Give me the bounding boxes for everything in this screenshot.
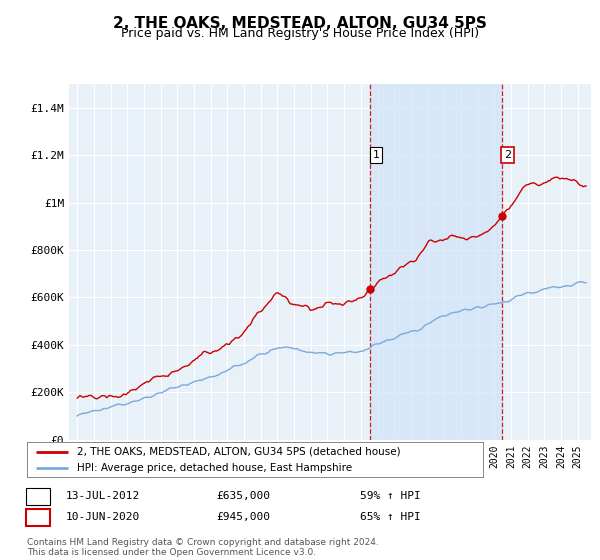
Text: 2, THE OAKS, MEDSTEAD, ALTON, GU34 5PS: 2, THE OAKS, MEDSTEAD, ALTON, GU34 5PS [113,16,487,31]
Text: 1: 1 [373,150,379,160]
Text: Price paid vs. HM Land Registry's House Price Index (HPI): Price paid vs. HM Land Registry's House … [121,27,479,40]
Text: 59% ↑ HPI: 59% ↑ HPI [360,491,421,501]
Text: Contains HM Land Registry data © Crown copyright and database right 2024.
This d: Contains HM Land Registry data © Crown c… [27,538,379,557]
Text: 2: 2 [504,150,511,160]
Text: 65% ↑ HPI: 65% ↑ HPI [360,512,421,522]
Text: £635,000: £635,000 [216,491,270,501]
Text: HPI: Average price, detached house, East Hampshire: HPI: Average price, detached house, East… [77,463,352,473]
Text: 2, THE OAKS, MEDSTEAD, ALTON, GU34 5PS (detached house): 2, THE OAKS, MEDSTEAD, ALTON, GU34 5PS (… [77,447,401,457]
Text: 13-JUL-2012: 13-JUL-2012 [66,491,140,501]
Text: 1: 1 [35,489,42,503]
Text: £945,000: £945,000 [216,512,270,522]
Text: 2: 2 [35,511,42,524]
Text: 10-JUN-2020: 10-JUN-2020 [66,512,140,522]
Bar [370,84,502,440]
